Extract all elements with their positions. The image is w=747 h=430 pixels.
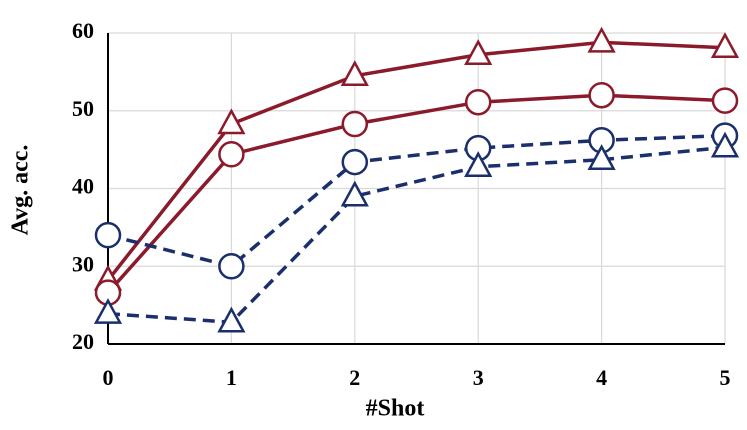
marker: [464, 151, 493, 177]
marker: [587, 144, 616, 170]
x-tick-label: 2: [349, 365, 360, 390]
x-tick-label: 5: [720, 365, 731, 390]
series-line: [107, 133, 726, 269]
y-tick-label: 60: [72, 18, 94, 43]
marker: [341, 110, 369, 138]
marker: [710, 131, 740, 158]
x-tick-label: 1: [226, 365, 237, 390]
series-line: [107, 145, 726, 325]
y-tick-label: 20: [72, 329, 94, 354]
marker: [464, 88, 492, 116]
y-tick-label: 30: [72, 251, 94, 276]
marker: [710, 32, 740, 59]
marker: [217, 306, 246, 333]
marker: [94, 221, 122, 249]
marker: [218, 253, 245, 280]
x-tick-label: 0: [103, 365, 114, 390]
y-tick-label: 40: [72, 174, 94, 199]
marker: [587, 26, 616, 53]
marker: [340, 60, 369, 87]
marker: [464, 39, 493, 66]
x-tick-label: 3: [473, 365, 484, 390]
marker: [218, 141, 245, 168]
marker: [93, 298, 123, 324]
y-tick-label: 50: [72, 96, 94, 121]
marker: [588, 81, 615, 109]
marker: [711, 87, 739, 114]
series-line: [106, 93, 726, 294]
y-axis-label: Avg. acc.: [8, 145, 34, 236]
x-tick-label: 4: [596, 365, 607, 390]
marker: [341, 148, 369, 176]
x-axis-label: #Shot: [366, 396, 425, 422]
series-line: [106, 40, 726, 282]
marker: [340, 180, 369, 207]
marker: [217, 108, 246, 135]
